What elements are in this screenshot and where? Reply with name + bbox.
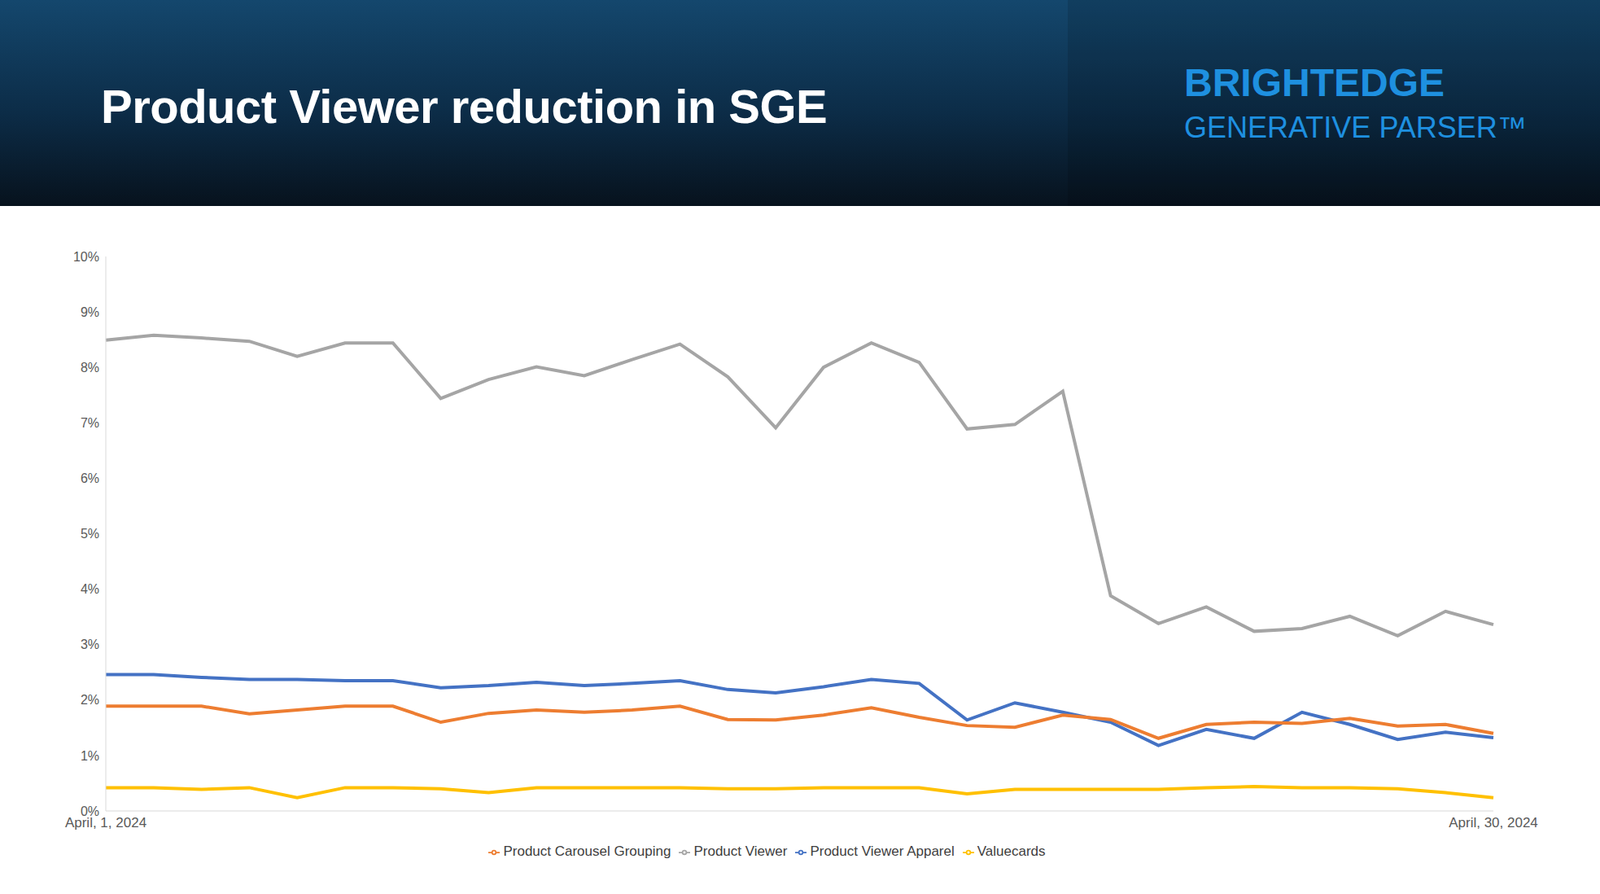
svg-text:8%: 8%: [80, 360, 100, 375]
html-text:Product Viewer: Product Viewer: [693, 843, 788, 859]
svg-text:0%: 0%: [80, 804, 100, 818]
html-text:Product Viewer Apparel: Product Viewer Apparel: [810, 843, 955, 859]
svg-text:April, 30, 2024: April, 30, 2024: [1448, 814, 1539, 831]
svg-text:3%: 3%: [80, 637, 100, 652]
html-text:BRIGHTEDGE: BRIGHTEDGE: [1184, 61, 1445, 105]
svg-text:10%: 10%: [73, 249, 100, 264]
svg-text:4%: 4%: [80, 581, 100, 596]
html-text:Product Carousel Grouping: Product Carousel Grouping: [503, 843, 671, 859]
svg-text:7%: 7%: [80, 415, 100, 430]
svg-text:2%: 2%: [80, 692, 100, 707]
svg-text:5%: 5%: [80, 526, 100, 541]
svg-text:1%: 1%: [80, 748, 100, 763]
svg-text:April, 1, 2024: April, 1, 2024: [65, 814, 147, 831]
html-text:GENERATIVE PARSER™: GENERATIVE PARSER™: [1184, 110, 1527, 145]
svg-text:9%: 9%: [80, 305, 100, 320]
svg-text:6%: 6%: [80, 471, 100, 486]
html-text:Valuecards: Valuecards: [977, 843, 1046, 859]
html-text:Product Viewer reduction in SG: Product Viewer reduction in SGE: [100, 79, 828, 133]
